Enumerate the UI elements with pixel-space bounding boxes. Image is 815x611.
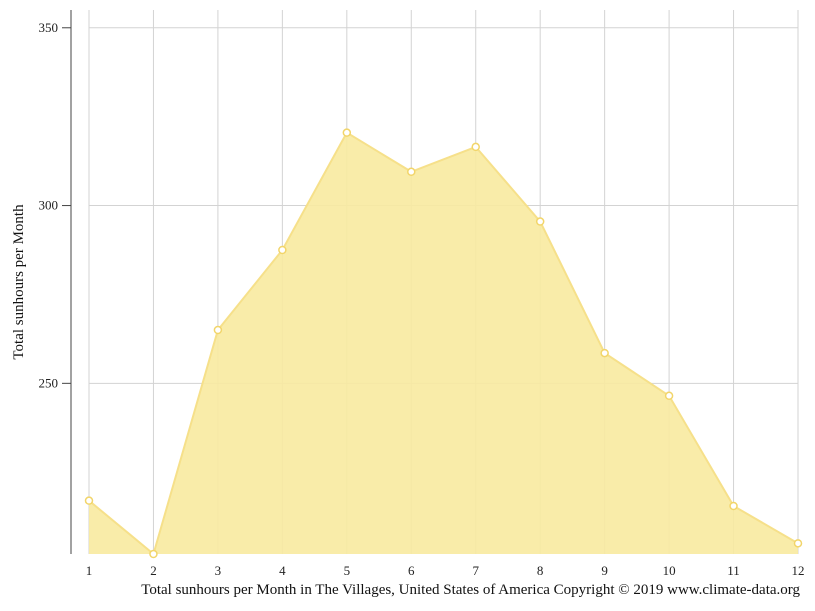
x-tick-label: 10 bbox=[663, 563, 676, 578]
y-tick-label: 350 bbox=[39, 20, 59, 35]
x-tick-label: 6 bbox=[408, 563, 415, 578]
x-tick-label: 1 bbox=[86, 563, 93, 578]
data-point bbox=[278, 245, 287, 255]
x-tick-label: 2 bbox=[150, 563, 157, 578]
data-point bbox=[149, 549, 158, 559]
x-tick-label: 12 bbox=[792, 563, 805, 578]
area-fill bbox=[89, 132, 798, 554]
x-tick-label: 8 bbox=[537, 563, 544, 578]
y-tick-label: 250 bbox=[39, 375, 59, 390]
data-point bbox=[664, 391, 674, 401]
x-tick-label: 9 bbox=[601, 563, 608, 578]
data-point bbox=[793, 539, 803, 548]
x-tick-label: 3 bbox=[215, 563, 222, 578]
data-point bbox=[471, 142, 480, 152]
marker-layer bbox=[84, 128, 803, 559]
x-tick-label: 7 bbox=[472, 563, 479, 578]
data-point bbox=[342, 128, 352, 137]
x-tick-label: 5 bbox=[344, 563, 351, 578]
data-point bbox=[213, 325, 223, 335]
x-tick-label: 4 bbox=[279, 563, 286, 578]
data-point bbox=[84, 496, 94, 505]
data-point bbox=[729, 501, 738, 511]
data-point bbox=[600, 348, 609, 358]
area-layer bbox=[88, 131, 799, 556]
y-tick-label: 300 bbox=[39, 198, 59, 213]
series-line bbox=[88, 131, 799, 556]
data-point bbox=[535, 217, 545, 226]
y-axis-title: Total sunhours per Month bbox=[11, 204, 27, 360]
data-point bbox=[407, 167, 416, 177]
chart-caption: Total sunhours per Month in The Villages… bbox=[141, 582, 800, 598]
x-tick-label: 11 bbox=[727, 563, 740, 578]
